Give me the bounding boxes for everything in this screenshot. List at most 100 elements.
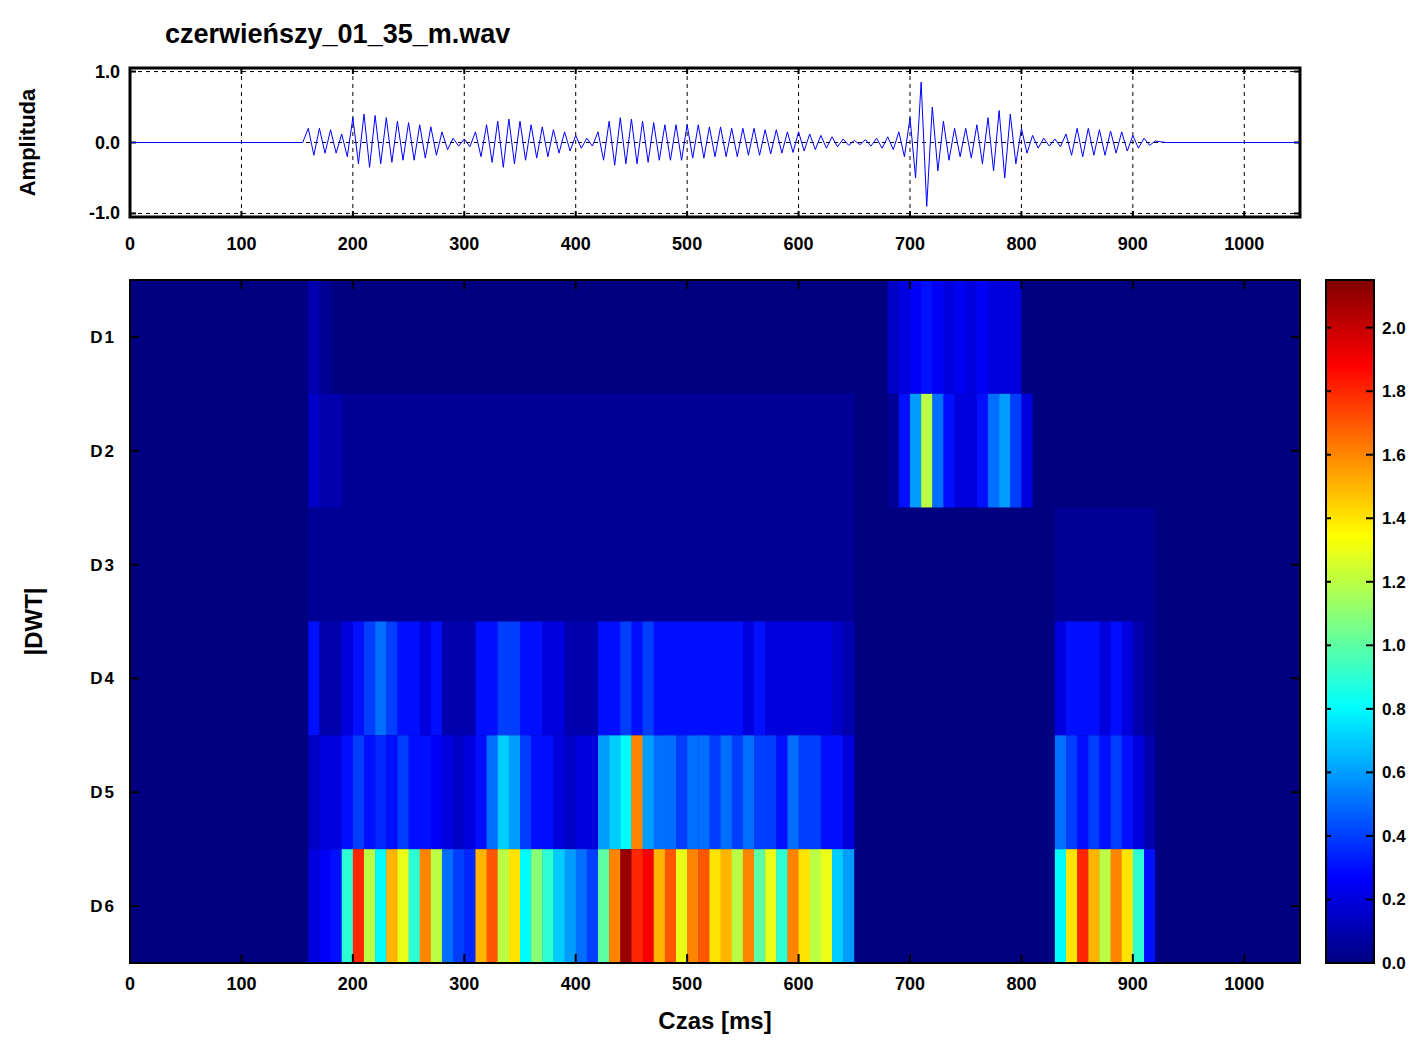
heatmap-cell (1133, 508, 1145, 622)
heatmap-cell (130, 622, 142, 736)
colorbar: 0.00.20.40.60.81.01.21.41.61.82.0 (1326, 280, 1406, 973)
heatmap-cell (910, 849, 922, 963)
tick-mark (1243, 280, 1245, 289)
heatmap-cell (743, 508, 755, 622)
heatmap-cell (1010, 735, 1022, 849)
heatmap-cell (253, 849, 265, 963)
heatmap-cell (620, 394, 632, 508)
heatmap-cell (687, 849, 699, 963)
heatmap-cell (1155, 508, 1167, 622)
heatmap-cell (1289, 735, 1300, 849)
heatmap-cell (308, 622, 320, 736)
heatmap-cell (1033, 394, 1045, 508)
heatmap-cell (1211, 735, 1223, 849)
heatmap-cell (854, 394, 866, 508)
heatmap-cell (297, 735, 309, 849)
heatmap-cell (787, 849, 799, 963)
heatmap-cell (821, 280, 833, 394)
x-tick-label: 200 (338, 974, 368, 994)
heatmap-cell (241, 280, 253, 394)
heatmap-cell (643, 735, 655, 849)
heatmap-cell (955, 394, 967, 508)
heatmap-cell (765, 394, 777, 508)
x-tick-label: 1000 (1224, 234, 1264, 254)
heatmap-cell (676, 280, 688, 394)
heatmap-cell (308, 394, 320, 508)
grid-line (130, 213, 1300, 214)
heatmap-cell (353, 280, 365, 394)
heatmap-cell (1244, 394, 1256, 508)
heatmap-cell (799, 508, 811, 622)
heatmap-cell (776, 735, 788, 849)
heatmap-cell (787, 394, 799, 508)
heatmap-cell (598, 735, 610, 849)
heatmap-cell (163, 508, 175, 622)
heatmap-cell (943, 394, 955, 508)
heatmap-cell (765, 280, 777, 394)
heatmap-cell (286, 394, 298, 508)
heatmap-cell (230, 394, 242, 508)
heatmap-cell (698, 735, 710, 849)
heatmap-cell (1044, 622, 1056, 736)
tick-mark (1366, 327, 1374, 329)
heatmap-cell (498, 622, 510, 736)
heatmap-cell (1133, 622, 1145, 736)
heatmap-cell (620, 280, 632, 394)
heatmap-cell (910, 622, 922, 736)
heatmap-cell (152, 849, 164, 963)
heatmap-cell (865, 508, 877, 622)
heatmap-cell (888, 849, 900, 963)
heatmap-cell (152, 622, 164, 736)
heatmap-cell (899, 622, 911, 736)
heatmap-cell (598, 622, 610, 736)
heatmap-cell (331, 849, 343, 963)
heatmap-cell (487, 849, 499, 963)
heatmap-cell (420, 735, 432, 849)
heatmap-cell (353, 622, 365, 736)
heatmap-cell (888, 622, 900, 736)
heatmap-cell (1244, 508, 1256, 622)
heatmap-cell (197, 735, 209, 849)
heatmap-cell (197, 394, 209, 508)
tick-mark (1326, 644, 1331, 646)
heatmap-cell (709, 735, 721, 849)
heatmap-cell (509, 280, 521, 394)
heatmap-cell (966, 849, 978, 963)
heatmap-cell (353, 508, 365, 622)
x-tick-label: 800 (1006, 974, 1036, 994)
heatmap-cell (966, 735, 978, 849)
heatmap-cell (865, 394, 877, 508)
heatmap-cell (1289, 622, 1300, 736)
heatmap-cell (1066, 735, 1078, 849)
heatmap-cell (1211, 394, 1223, 508)
heatmap-cell (175, 280, 187, 394)
heatmap-cell (1122, 849, 1134, 963)
heatmap-cell (888, 280, 900, 394)
heatmap-cell (620, 849, 632, 963)
heatmap-cell (1244, 280, 1256, 394)
tick-mark (1326, 581, 1331, 583)
heatmap-cell (152, 280, 164, 394)
heatmap-cell (932, 280, 944, 394)
heatmap-cell (932, 394, 944, 508)
heatmap-cell (665, 735, 677, 849)
heatmap-cell (241, 394, 253, 508)
heatmap-cell (453, 735, 465, 849)
heatmap-cell (832, 735, 844, 849)
heatmap-cell (843, 394, 855, 508)
heatmap-cell (375, 849, 387, 963)
heatmap-cell (888, 394, 900, 508)
colorbar-tick-label: 2.0 (1382, 319, 1406, 338)
heatmap-cell (453, 394, 465, 508)
heatmap-cell (475, 508, 487, 622)
heatmap-cell (197, 280, 209, 394)
tick-mark (352, 954, 354, 963)
heatmap-cell (553, 622, 565, 736)
heatmap-cell (565, 849, 577, 963)
heatmap-cell (498, 849, 510, 963)
heatmap-cell (1088, 735, 1100, 849)
heatmap-cell (843, 735, 855, 849)
heatmap-cell (1211, 622, 1223, 736)
heatmap-cell (1077, 735, 1089, 849)
x-tick-label: 800 (1006, 234, 1036, 254)
